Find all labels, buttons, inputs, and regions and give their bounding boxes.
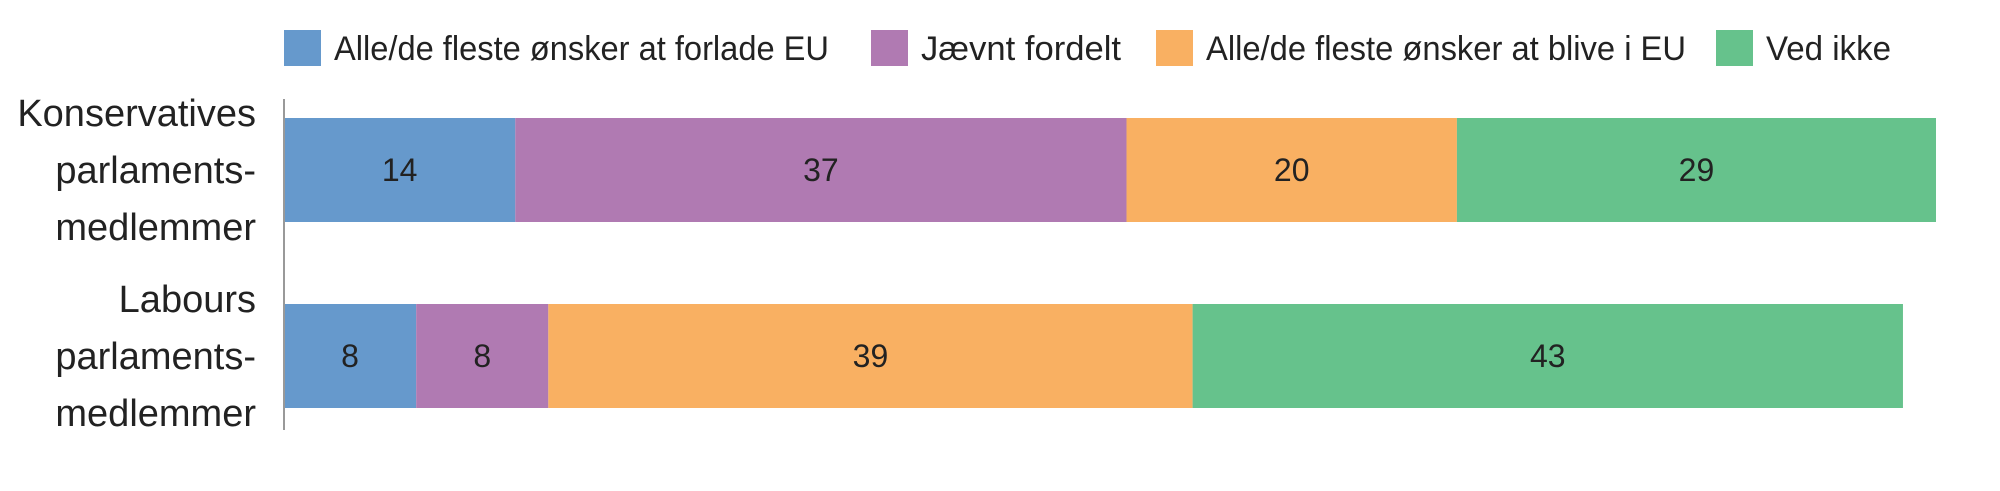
category-label-line: parlaments- (55, 150, 256, 192)
legend-label: Alle/de fleste ønsker at forlade EU (334, 30, 829, 68)
category-label-line: Labours (119, 279, 256, 321)
category-label: Labours parlaments-medlemmer (55, 279, 256, 435)
bars: 14 37 20 29 8 8 39 43 (284, 118, 1936, 408)
data-label: 8 (473, 338, 491, 374)
category-labels: Konservativesparlaments-medlemmerLabours… (17, 93, 256, 435)
bar-segment (1192, 304, 1903, 408)
category-label-line: parlaments- (55, 336, 256, 378)
category-label-line: Konservatives (17, 93, 256, 135)
data-label: 20 (1274, 152, 1310, 188)
bar-segment (284, 304, 417, 408)
legend: Alle/de fleste ønsker at forlade EU Jævnt… (284, 30, 1891, 68)
legend-swatch (871, 30, 908, 66)
data-label: 37 (803, 152, 839, 188)
bar-segment (515, 118, 1127, 222)
bar-segment (1126, 118, 1457, 222)
legend-label: Alle/de fleste ønsker at blive i EU (1206, 30, 1686, 68)
category-label-line: medlemmer (55, 393, 256, 435)
category-label-line: medlemmer (55, 207, 256, 249)
legend-item: Alle/de fleste ønsker at forlade EU (284, 30, 829, 68)
data-label: 14 (382, 152, 418, 188)
legend-item: Ved ikke (1716, 30, 1891, 68)
data-label: 8 (341, 338, 359, 374)
data-label: 43 (1530, 338, 1566, 374)
bar-segment (284, 118, 516, 222)
bar-segment (416, 304, 549, 408)
legend-swatch (1156, 30, 1193, 66)
category-label: Konservatives parlaments-medlemmer (17, 93, 256, 249)
data-label: 39 (853, 338, 889, 374)
legend-label: Ved ikke (1766, 30, 1891, 68)
legend-item: Jævnt fordelt (871, 30, 1122, 68)
bar-segment (548, 304, 1193, 408)
legend-swatch (284, 30, 321, 66)
legend-label: Jævnt fordelt (921, 30, 1122, 68)
legend-swatch (1716, 30, 1753, 66)
legend-item: Alle/de fleste ønsker at blive i EU (1156, 30, 1686, 68)
data-label: 29 (1679, 152, 1715, 188)
bar-segment (1456, 118, 1936, 222)
